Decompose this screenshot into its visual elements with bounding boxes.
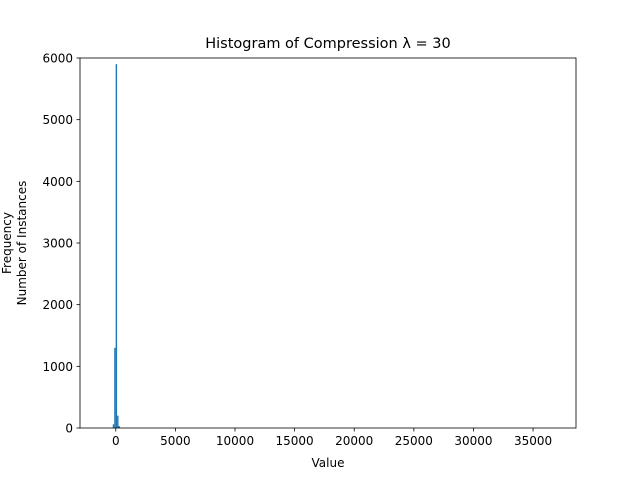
x-tick-label: 10000	[216, 434, 254, 448]
plot-frame	[79, 57, 577, 429]
histogram-bar	[117, 415, 119, 428]
x-tick-label: 0	[112, 434, 120, 448]
x-tick-label: 25000	[395, 434, 433, 448]
histogram-bar	[118, 426, 120, 428]
x-axis-label: Value	[312, 456, 345, 470]
x-tick-label: 5000	[160, 434, 191, 448]
y-axis-label-line-2: Number of Instances	[15, 181, 29, 306]
histogram-bars	[112, 64, 120, 429]
y-tick-label: 4000	[42, 175, 73, 189]
histogram-bar	[114, 347, 116, 428]
y-tick-label: 2000	[42, 298, 73, 312]
y-axis-label-line-1: Frequency	[0, 212, 14, 274]
x-axis: 0 5000 10000 15000 20000 25000 30000 35000	[112, 428, 552, 448]
x-tick-label: 20000	[335, 434, 373, 448]
histogram-bar	[115, 64, 118, 429]
x-tick-label: 30000	[454, 434, 492, 448]
histogram-bar	[112, 424, 115, 428]
y-axis: 0 1000 2000 3000 4000 5000 6000	[42, 52, 80, 436]
y-tick-label: 1000	[42, 360, 73, 374]
chart-title: Histogram of Compression λ = 30	[205, 36, 451, 52]
y-tick-label: 5000	[42, 113, 73, 127]
y-tick-label: 3000	[42, 237, 73, 251]
x-tick-label: 35000	[514, 434, 552, 448]
y-tick-label: 0	[65, 422, 73, 436]
y-tick-label: 6000	[42, 52, 73, 66]
x-tick-label: 15000	[276, 434, 314, 448]
